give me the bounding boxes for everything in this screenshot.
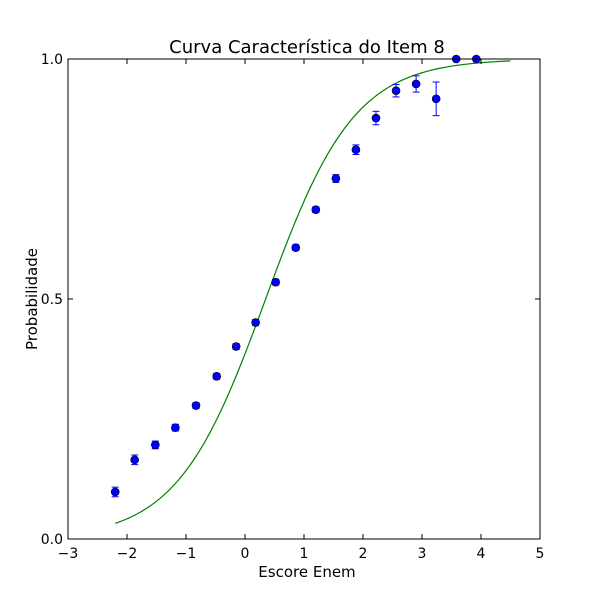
data-point	[431, 94, 441, 104]
data-point	[411, 79, 421, 89]
y-axis-label: Probabilidade	[23, 248, 41, 350]
x-tick-label: 5	[536, 546, 545, 562]
x-tick-label: −3	[58, 546, 79, 562]
x-tick-label: 2	[359, 546, 368, 562]
axis-ticks: −3 −2 −1 0 1 2 3 4 5 0.0 0.5 1.0	[41, 52, 545, 562]
data-point	[391, 86, 401, 95]
chart-title: Curva Característica do Item 8	[169, 37, 445, 58]
data-point	[151, 440, 160, 450]
data-point	[311, 205, 321, 215]
x-tick-label: 1	[300, 546, 309, 562]
data-point	[231, 342, 241, 351]
y-tick-label: 1.0	[41, 52, 63, 68]
data-point	[212, 371, 221, 381]
data-point	[130, 455, 139, 465]
data-point	[110, 487, 120, 497]
x-tick-label: −1	[176, 546, 197, 562]
data-point	[371, 113, 381, 123]
data-point	[171, 423, 180, 432]
x-tick-label: 3	[418, 546, 427, 562]
y-tick-label: 0.0	[41, 532, 63, 548]
x-tick-label: 0	[241, 546, 250, 562]
data-point	[351, 145, 361, 155]
data-point	[331, 174, 341, 183]
data-point	[271, 277, 280, 287]
data-point	[251, 318, 260, 327]
plot-frame	[67, 58, 541, 540]
data-point	[291, 243, 301, 252]
y-tick-label: 0.5	[41, 292, 63, 308]
model-curve	[115, 60, 511, 524]
x-tick-label: −2	[117, 546, 138, 562]
x-tick-label: 4	[477, 546, 486, 562]
x-axis-label: Escore Enem	[258, 563, 355, 581]
data-point	[191, 401, 201, 410]
